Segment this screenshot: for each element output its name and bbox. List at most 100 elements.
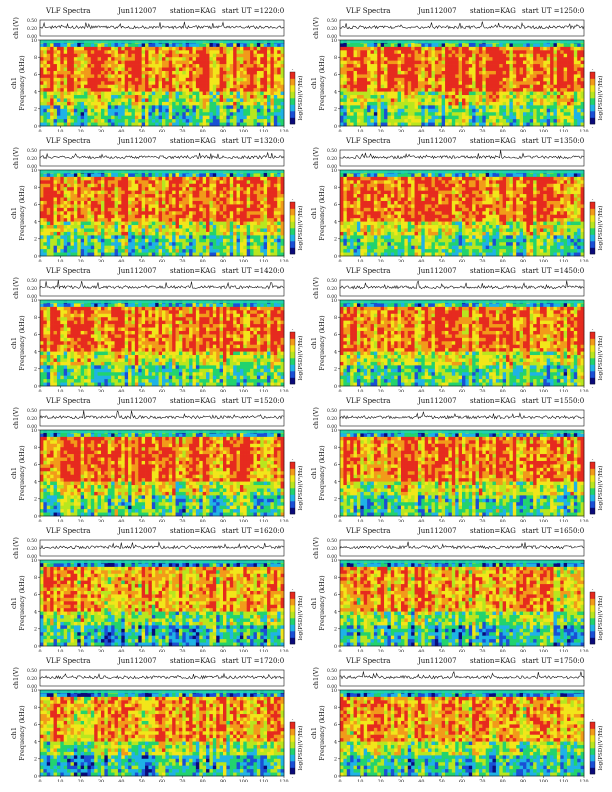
- spectrogram-svg: 0.00 0.20 0.50 ch1(V) 0 2 4 6 8 10 Frequency (kHz)…: [10, 17, 304, 132]
- ch1-tick-label: 0.50: [327, 278, 337, 284]
- spectrogram-image: [340, 560, 585, 647]
- panel-date: Jun112007: [118, 6, 157, 16]
- x-tick-label: 50: [439, 129, 445, 132]
- x-tick-label: 0: [38, 259, 41, 262]
- x-tick-label: 30: [98, 649, 104, 652]
- colorbar-tick-label: -: [292, 718, 294, 723]
- spectrogram-image: [40, 300, 285, 387]
- panel-date: Jun112007: [118, 526, 157, 536]
- ch1-tick-label: 0.00: [27, 164, 37, 170]
- colorbar: [589, 331, 596, 385]
- x-tick-label: 120: [279, 129, 288, 132]
- ch1-trace-line: [39, 280, 285, 290]
- panel-header: VLF Spectra Jun112007 station=KAG start UT …: [46, 396, 286, 406]
- panel-title: VLF Spectra: [346, 396, 390, 406]
- colorbar-tick-label: -: [592, 718, 594, 723]
- y-tick-label: 6: [34, 722, 37, 728]
- panel-date: Jun112007: [118, 656, 157, 666]
- colorbar-label: log(PSD)(V²/Hz): [597, 596, 604, 641]
- colorbar-tick-label: -: [292, 256, 294, 261]
- ch1-tick-label: 0.20: [327, 416, 337, 422]
- x-tick-label: 70: [479, 649, 485, 652]
- colorbar: [289, 591, 296, 645]
- colorbar-tick-label: -: [592, 328, 594, 333]
- x-tick-label: 50: [139, 389, 145, 392]
- x-tick-label: 30: [98, 519, 104, 522]
- x-tick-label: 20: [78, 389, 84, 392]
- ch1-tick-label: 0.00: [327, 554, 337, 560]
- x-tick-label: 120: [579, 129, 588, 132]
- y-tick-label: 6: [334, 72, 337, 78]
- ch1-tick-label: 0.20: [27, 156, 37, 162]
- x-tick-label: 110: [559, 519, 568, 522]
- x-tick-label: 20: [378, 389, 384, 392]
- panel-date: Jun112007: [418, 656, 457, 666]
- y-tick-label: 10: [331, 428, 337, 434]
- spectrogram-image: [340, 690, 585, 777]
- y-tick-label: 2: [334, 107, 337, 113]
- x-tick-label: 90: [520, 389, 526, 392]
- x-tick-label: 60: [459, 779, 465, 782]
- ch1-trace-line: [339, 280, 585, 290]
- x-tick-label: 40: [418, 389, 424, 392]
- y-tick-label: 4: [334, 479, 337, 485]
- y-tick-label: 8: [34, 185, 37, 191]
- x-tick-label: 20: [378, 129, 384, 132]
- spectrogram-image: [340, 170, 585, 257]
- x-tick-label: 70: [479, 129, 485, 132]
- x-tick-label: 110: [259, 259, 268, 262]
- x-tick-label: 90: [520, 519, 526, 522]
- x-tick-label: 80: [200, 259, 206, 262]
- x-tick-label: 60: [159, 389, 165, 392]
- x-tick-label: 20: [378, 779, 384, 782]
- panel-header: VLF Spectra Jun112007 station=KAG start UT …: [346, 656, 586, 666]
- panel-start-ut: start UT =1220:0: [222, 6, 284, 16]
- x-tick-label: 80: [200, 389, 206, 392]
- spectrogram-top-band: [40, 40, 284, 43]
- spectrogram-top-band: [340, 300, 584, 303]
- panel-header: VLF Spectra Jun112007 station=KAG start UT …: [346, 396, 586, 406]
- x-tick-label: 10: [357, 389, 363, 392]
- freq-axis-label: Frequency (kHz): [318, 185, 326, 241]
- x-tick-label: 120: [579, 649, 588, 652]
- x-tick-label: 100: [539, 129, 548, 132]
- freq-axis-label: Frequency (kHz): [18, 185, 26, 241]
- ch1-tick-label: 0.20: [27, 286, 37, 292]
- colorbar: [289, 71, 296, 125]
- x-tick-label: 90: [520, 259, 526, 262]
- spectrogram-panel: VLF Spectra Jun112007 station=KAG start UT …: [306, 262, 606, 392]
- colorbar-tick-label: -: [592, 516, 594, 521]
- channel-label: ch1: [10, 467, 18, 479]
- y-tick-label: 0: [334, 644, 337, 650]
- colorbar-tick-label: -: [292, 68, 294, 73]
- colorbar-label: log(PSD)(V²/Hz): [597, 206, 604, 251]
- y-tick-label: 2: [34, 627, 37, 633]
- colorbar-label: log(PSD)(V²/Hz): [597, 466, 604, 511]
- colorbar: [289, 721, 296, 775]
- spectrogram-panel: VLF Spectra Jun112007 station=KAG start UT …: [306, 132, 606, 262]
- spectrogram-panel: VLF Spectra Jun112007 station=KAG start UT …: [6, 132, 306, 262]
- x-tick-label: 90: [520, 779, 526, 782]
- y-tick-label: 0: [334, 514, 337, 520]
- spectrogram-top-band: [340, 560, 584, 563]
- x-tick-label: 20: [78, 519, 84, 522]
- x-tick-label: 80: [500, 519, 506, 522]
- x-tick-label: 10: [57, 389, 63, 392]
- colorbar-tick-label: -: [592, 256, 594, 261]
- x-tick-label: 10: [57, 649, 63, 652]
- x-tick-label: 110: [559, 779, 568, 782]
- y-tick-label: 4: [34, 609, 37, 615]
- panel-station: station=KAG: [170, 136, 216, 146]
- ch1-trace-line: [39, 151, 285, 160]
- x-tick-label: 70: [479, 519, 485, 522]
- x-tick-label: 70: [179, 259, 185, 262]
- panel-start-ut: start UT =1520:0: [222, 396, 284, 406]
- x-tick-label: 70: [179, 649, 185, 652]
- y-tick-label: 6: [334, 202, 337, 208]
- x-tick-label: 20: [78, 129, 84, 132]
- x-tick-label: 60: [159, 519, 165, 522]
- ch1-tick-label: 0.20: [327, 546, 337, 552]
- y-tick-label: 6: [334, 722, 337, 728]
- panel-header: VLF Spectra Jun112007 station=KAG start UT …: [346, 526, 586, 536]
